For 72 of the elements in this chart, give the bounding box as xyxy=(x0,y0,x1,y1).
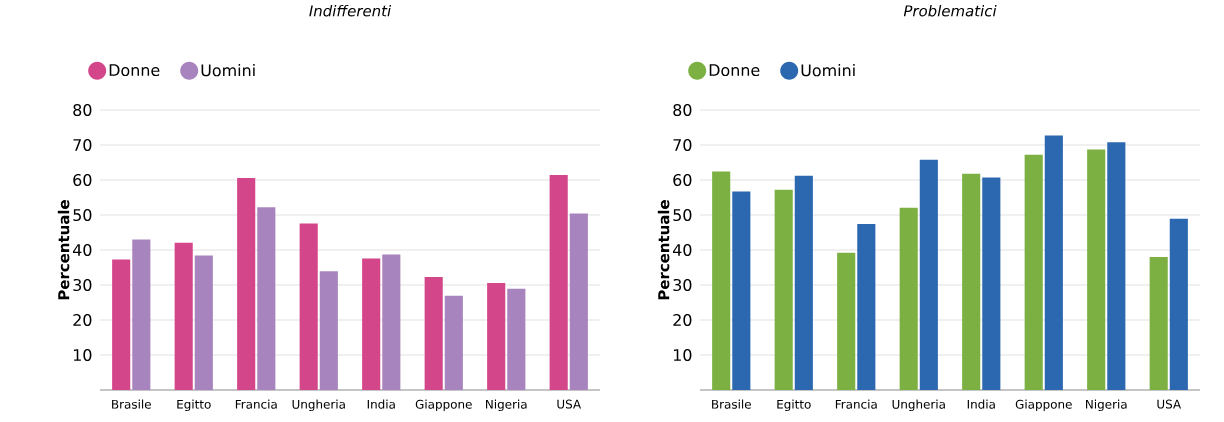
legend-label: Donne xyxy=(709,64,760,77)
bar xyxy=(1024,154,1043,390)
legend-label: Donne xyxy=(109,64,160,77)
bar xyxy=(549,175,568,390)
bar xyxy=(569,213,588,390)
x-tick-label: Giappone xyxy=(1015,399,1072,412)
x-tick-label: Egitto xyxy=(777,399,811,412)
bar xyxy=(919,159,938,390)
bar xyxy=(962,173,981,390)
bar xyxy=(1149,257,1168,390)
y-tick-label: 30 xyxy=(73,278,92,292)
legend-label: Uomini xyxy=(801,64,855,77)
bar xyxy=(362,258,381,390)
x-tick-label: USA xyxy=(557,399,582,409)
bar xyxy=(899,207,918,390)
bar xyxy=(237,177,256,390)
x-tick-label: USA xyxy=(1157,399,1182,409)
y-axis-title: Percentuale xyxy=(57,200,70,300)
bar xyxy=(444,295,463,390)
y-tick-label: 20 xyxy=(73,313,92,327)
y-tick-label: 40 xyxy=(672,243,692,257)
bar xyxy=(174,242,193,390)
y-tick-label: 20 xyxy=(673,313,692,327)
bar xyxy=(299,223,318,390)
x-tick-label: Brasile xyxy=(112,399,151,409)
x-tick-label: Giappone xyxy=(415,399,472,412)
y-tick-label: 10 xyxy=(73,348,92,362)
bar xyxy=(424,276,443,390)
y-tick-label: 80 xyxy=(73,103,92,117)
bar xyxy=(112,259,131,390)
y-tick-label: 30 xyxy=(673,278,692,292)
bar xyxy=(319,271,338,390)
bar xyxy=(257,207,276,390)
x-tick-label: Ungheria xyxy=(892,399,945,412)
x-tick-label: Nigeria xyxy=(486,399,527,412)
bar xyxy=(1107,142,1126,390)
bar xyxy=(794,175,813,390)
x-tick-label: Francia xyxy=(835,399,877,409)
chart-title: Indifferenti xyxy=(309,4,392,17)
x-tick-label: Brasile xyxy=(712,399,751,409)
bar xyxy=(1169,218,1188,390)
y-tick-label: 70 xyxy=(673,138,692,152)
bar xyxy=(837,252,856,390)
bar xyxy=(732,191,751,390)
bar xyxy=(1044,135,1063,390)
x-tick-label: Nigeria xyxy=(1086,399,1127,412)
bar xyxy=(194,255,213,390)
y-tick-label: 10 xyxy=(673,348,692,362)
y-tick-label: 40 xyxy=(72,243,92,257)
y-axis-title: Percentuale xyxy=(657,200,670,300)
bar xyxy=(382,254,401,390)
bar xyxy=(507,288,526,390)
y-tick-label: 50 xyxy=(673,208,692,222)
x-tick-label: India xyxy=(367,399,395,409)
y-tick-label: 60 xyxy=(673,173,692,187)
x-tick-label: Ungheria xyxy=(292,399,345,412)
bar xyxy=(132,239,151,390)
bar xyxy=(774,189,793,390)
y-tick-label: 70 xyxy=(73,138,92,152)
legend-label: Uomini xyxy=(201,64,255,77)
x-tick-label: Francia xyxy=(235,399,277,409)
bar xyxy=(857,224,876,390)
bar xyxy=(1087,149,1106,390)
bar xyxy=(982,177,1001,390)
bar xyxy=(487,282,506,390)
bar xyxy=(712,171,731,390)
chart-title: Problematici xyxy=(903,4,997,17)
y-tick-label: 80 xyxy=(673,103,692,117)
x-tick-label: Egitto xyxy=(177,399,211,412)
x-tick-label: India xyxy=(967,399,995,409)
y-tick-label: 60 xyxy=(73,173,92,187)
y-tick-label: 50 xyxy=(73,208,92,222)
